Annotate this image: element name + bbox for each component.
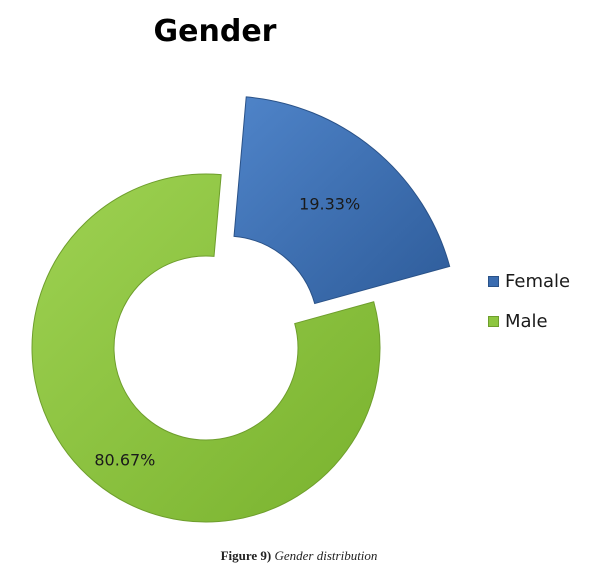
legend-item-male: Male: [488, 310, 570, 332]
legend-swatch-male: [488, 315, 499, 327]
donut-slice-female: [233, 96, 451, 305]
figure-caption-text: Gender distribution: [274, 548, 378, 563]
legend-label-female: Female: [505, 270, 571, 292]
data-label-female: 19.33%: [299, 195, 360, 214]
legend-label-male: Male: [505, 310, 548, 332]
chart-legend: Female Male: [488, 270, 570, 350]
chart-frame: Gender 19.33% 80.67% Female Male: [31, 14, 570, 523]
data-label-male: 80.67%: [94, 451, 155, 470]
donut-slice-male: [31, 173, 381, 523]
donut-chart: 19.33% 80.67%: [31, 96, 451, 523]
legend-swatch-female: [488, 275, 499, 287]
chart-title: Gender: [153, 14, 277, 49]
figure-label: Figure 9): [220, 548, 272, 563]
legend-item-female: Female: [488, 270, 570, 292]
figure-caption: Figure 9) Gender distribution: [0, 548, 598, 564]
